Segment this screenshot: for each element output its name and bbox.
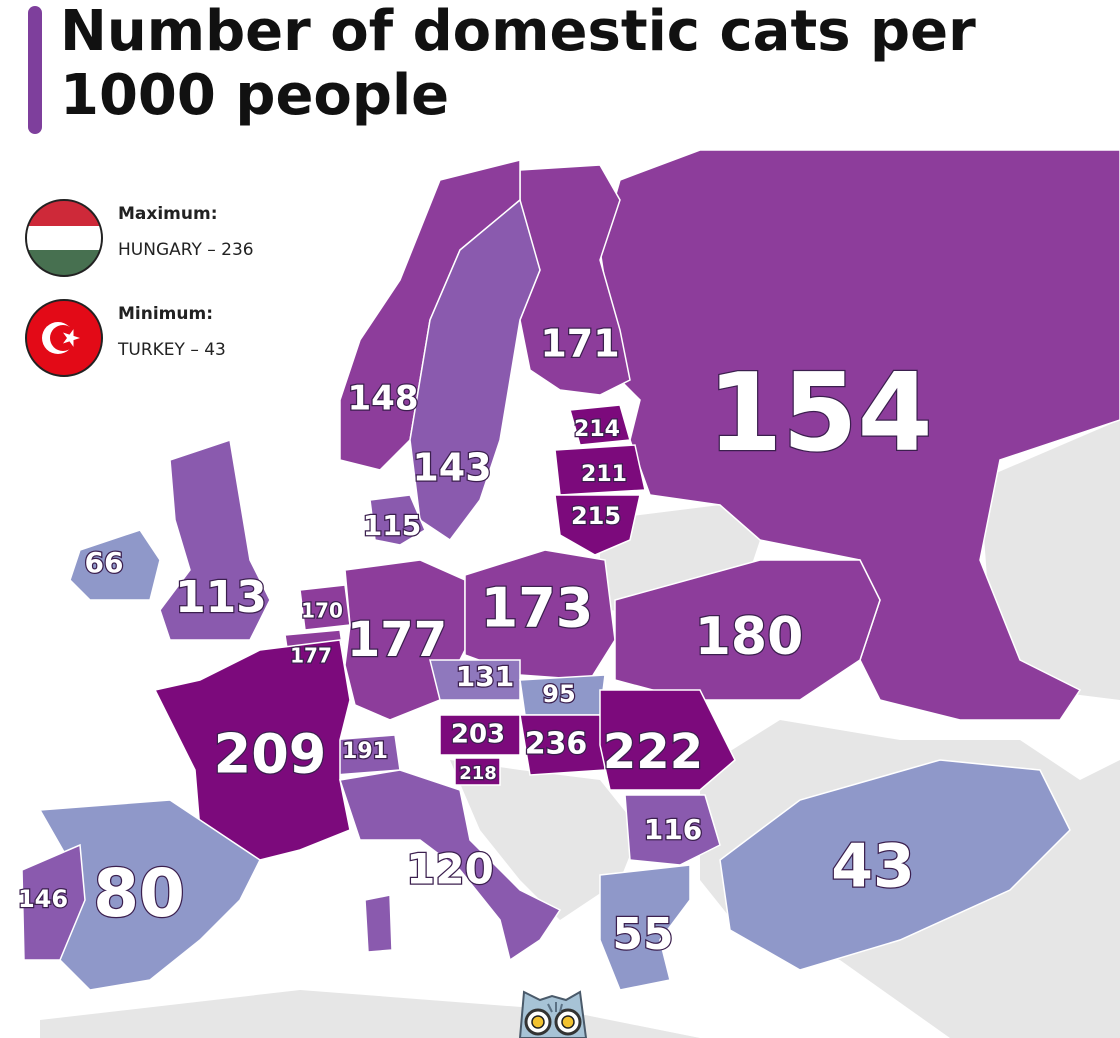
label-norway: 148 [348,379,419,419]
label-lithuania: 215 [571,502,621,530]
legend-minimum: Minimum: TURKEY – 43 [22,296,322,380]
label-portugal: 146 [18,885,68,913]
hungary-flag-icon [25,199,103,277]
label-ukraine: 180 [695,607,804,667]
title-accent-bar [28,6,42,134]
label-finland: 171 [540,322,619,366]
country-lithuania [554,494,641,556]
label-greece: 55 [612,909,673,960]
country-turkey [719,759,1071,971]
country-bulgaria [624,794,721,866]
cat-face-icon [518,990,588,1038]
label-uk: 113 [175,572,267,623]
label-slovenia: 218 [459,763,497,784]
country-italy [339,769,562,962]
legend-min-value: TURKEY – 43 [118,340,226,360]
label-denmark: 115 [363,509,421,542]
label-estonia: 214 [574,417,620,442]
country-denmark [369,494,426,546]
label-germany: 177 [347,612,447,668]
country-romania [599,689,736,791]
label-sweden: 143 [412,446,491,490]
label-switzerland: 191 [342,739,388,764]
label-slovakia: 95 [542,680,575,708]
country-sardinia [364,894,393,953]
label-russia: 154 [707,351,932,476]
legend-maximum: Maximum: HUNGARY – 236 [22,196,322,280]
label-turkey: 43 [831,832,915,902]
country-poland [464,549,616,681]
label-france: 209 [214,723,327,786]
label-austria: 203 [451,720,505,750]
label-romania: 222 [603,724,703,780]
legend-max-label: Maximum: [118,204,218,224]
legend-min-label: Minimum: [118,304,214,324]
turkey-flag-icon [25,299,103,377]
country-slovenia [454,757,501,786]
label-poland: 173 [481,577,594,640]
label-netherlands: 170 [301,599,343,623]
label-belgium: 177 [290,644,332,668]
europe-map: 154 171 148 143 115 214 211 215 66 113 1… [17,150,1120,1038]
country-estonia [569,404,631,446]
label-spain: 80 [93,855,185,932]
country-uk [159,439,271,641]
label-italy: 120 [406,845,494,894]
country-france [153,639,351,861]
country-latvia [554,444,646,496]
page-title: Number of domestic cats per 1000 people [60,0,976,128]
country-portugal [21,843,86,961]
label-czechia: 131 [456,660,514,693]
country-ireland [69,529,161,601]
country-greece [599,864,691,991]
country-austria [439,714,521,756]
label-ireland: 66 [85,546,124,579]
country-sweden [409,198,541,542]
label-bulgaria: 116 [644,813,702,846]
label-hungary: 236 [525,727,588,762]
country-czechia [429,659,521,701]
label-latvia: 211 [581,462,627,487]
legend-max-value: HUNGARY – 236 [118,240,254,260]
